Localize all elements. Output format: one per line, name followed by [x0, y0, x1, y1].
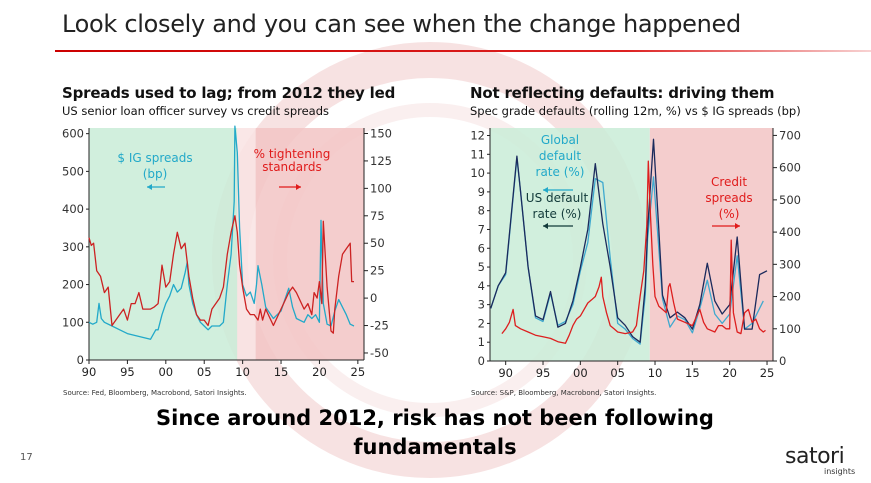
y-right-tick-label: 300	[779, 257, 801, 271]
y-right-tick-label: 100	[370, 181, 392, 195]
y-right-tick-label: 125	[370, 154, 392, 168]
chart-annotation: rate (%)	[533, 207, 582, 221]
arrowhead-icon	[543, 187, 548, 193]
chart-annotation: default	[539, 149, 582, 163]
y-right-tick-label: 0	[370, 291, 377, 305]
y-right-tick-label: -50	[370, 346, 389, 360]
arrowhead-icon	[735, 223, 740, 229]
shaded-region	[649, 128, 773, 361]
page-number: 17	[20, 452, 33, 463]
chart-annotation: rate (%)	[536, 165, 585, 179]
y-right-tick-label: 100	[779, 322, 801, 336]
x-tick-label: 90	[82, 365, 97, 379]
chart-annotation: Credit	[711, 175, 747, 189]
x-tick-label: 10	[648, 366, 663, 380]
x-tick-label: 00	[573, 366, 588, 380]
y-left-tick-label: 600	[62, 127, 84, 141]
y-right-tick-label: 700	[779, 128, 801, 142]
y-left-tick-label: 5	[478, 260, 485, 274]
series-line-credit-spreads	[501, 160, 766, 344]
y-left-tick-label: 0	[478, 354, 485, 368]
y-left-tick-label: 4	[478, 279, 485, 293]
y-right-tick-label: 0	[779, 354, 786, 368]
y-left-tick-label: 7	[478, 222, 485, 236]
series-line-us-default-rate	[490, 138, 768, 343]
y-left-tick-label: 0	[77, 353, 84, 367]
y-left-tick-label: 100	[62, 315, 84, 329]
series-line-global-default-rate	[490, 157, 764, 345]
y-right-tick-label: 600	[779, 161, 801, 175]
y-right-tick-label: 25	[370, 264, 385, 278]
y-left-tick-label: 8	[478, 204, 485, 218]
x-tick-label: 05	[610, 366, 625, 380]
chart-annotation: $ IG spreads	[117, 151, 192, 165]
y-left-tick-label: 10	[470, 166, 485, 180]
logo-subtext: insights	[824, 467, 856, 476]
x-tick-label: 15	[274, 365, 289, 379]
y-right-tick-label: 50	[370, 236, 385, 250]
y-left-tick-label: 500	[62, 164, 84, 178]
chart1-title: Spreads used to lag; from 2012 they led	[62, 84, 396, 102]
y-left-tick-label: 6	[478, 241, 485, 255]
chart2-subtitle: Spec grade defaults (rolling 12m, %) vs …	[470, 104, 801, 118]
y-left-tick-label: 200	[62, 278, 84, 292]
title-rule	[55, 50, 871, 52]
y-right-tick-label: 150	[370, 126, 392, 140]
chart-annotation: Global	[541, 133, 579, 147]
x-tick-label: 90	[498, 366, 513, 380]
y-left-tick-label: 2	[478, 316, 485, 330]
y-right-tick-label: 75	[370, 209, 385, 223]
chart-annotation: spreads	[705, 191, 752, 205]
logo-text: satori	[785, 444, 845, 469]
y-right-tick-label: 400	[779, 225, 801, 239]
slide-caption: Since around 2012, risk has not been fol…	[156, 406, 714, 459]
arrowhead-icon	[296, 184, 301, 190]
y-left-tick-label: 11	[470, 147, 485, 161]
chart1-subtitle: US senior loan officer survey vs credit …	[62, 104, 330, 118]
shaded-region	[237, 128, 256, 360]
x-tick-label: 95	[536, 366, 551, 380]
y-left-tick-label: 3	[478, 298, 485, 312]
chart2-source: Source: S&P, Bloomberg, Macrobond, Sator…	[471, 389, 657, 397]
chart1-source: Source: Fed, Bloomberg, Macrobond, Sator…	[63, 389, 247, 397]
y-right-tick-label: 200	[779, 290, 801, 304]
x-tick-label: 00	[158, 365, 173, 379]
x-tick-label: 95	[120, 365, 135, 379]
x-tick-label: 25	[351, 365, 366, 379]
series-line--tightening-standards	[88, 215, 354, 334]
chart-annotation: % tightening	[254, 147, 331, 161]
x-tick-label: 15	[685, 366, 700, 380]
y-left-tick-label: 400	[62, 202, 84, 216]
slide-title: Look closely and you can see when the ch…	[62, 10, 741, 38]
chart-annotation: US default	[526, 191, 589, 205]
chart-annotation: standards	[262, 160, 321, 174]
y-left-tick-label: 300	[62, 240, 84, 254]
satori-logo: satori	[785, 444, 845, 469]
x-tick-label: 05	[197, 365, 212, 379]
x-tick-label: 20	[312, 365, 327, 379]
chart2-title: Not reflecting defaults: driving them	[470, 84, 775, 102]
y-left-tick-label: 1	[478, 335, 485, 349]
x-tick-label: 10	[235, 365, 250, 379]
shaded-region	[89, 128, 238, 360]
shaded-region	[255, 128, 364, 360]
x-tick-label: 25	[760, 366, 775, 380]
x-tick-label: 20	[722, 366, 737, 380]
y-left-tick-label: 12	[470, 129, 485, 143]
chart-annotation: (%)	[719, 207, 740, 221]
arrowhead-icon	[147, 184, 152, 190]
arrowhead-icon	[543, 223, 548, 229]
y-right-tick-label: -25	[370, 319, 389, 333]
y-left-tick-label: 9	[478, 185, 485, 199]
y-right-tick-label: 500	[779, 193, 801, 207]
chart-annotation: (bp)	[143, 167, 168, 181]
